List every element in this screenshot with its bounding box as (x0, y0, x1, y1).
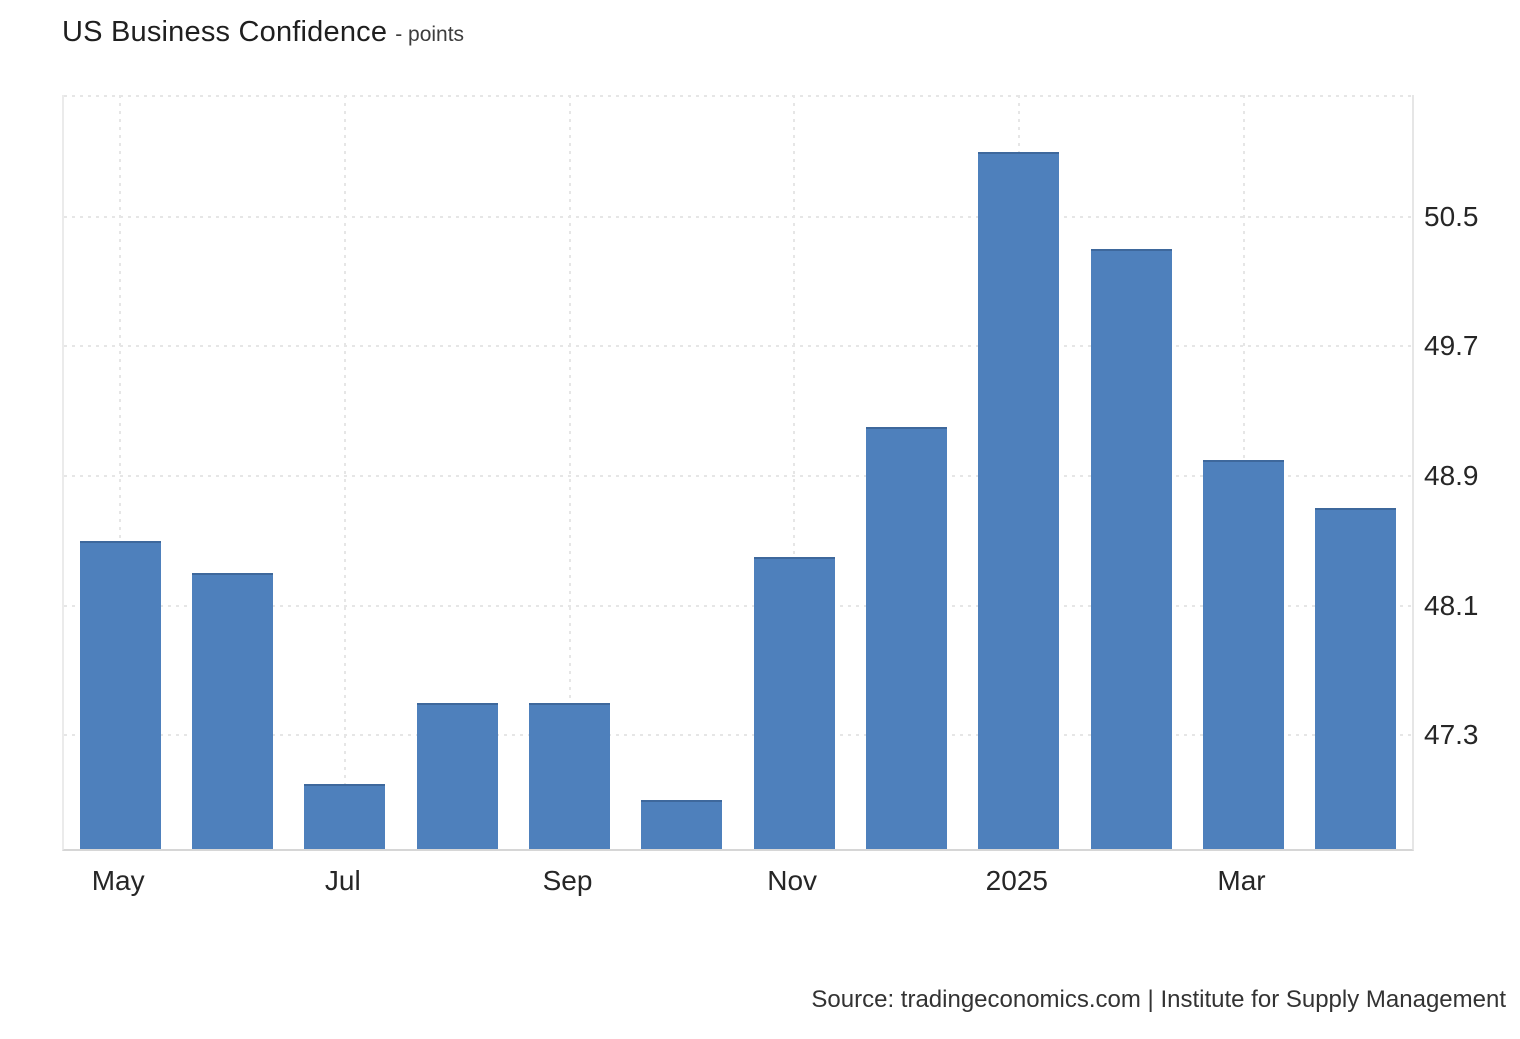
chart-header: US Business Confidence - points (62, 16, 464, 49)
gridline-horizontal (64, 475, 1412, 478)
gridline-vertical (568, 95, 571, 849)
y-axis-tick-label: 49.7 (1424, 330, 1479, 362)
x-axis-tick-label: Nov (767, 865, 818, 896)
gridline-horizontal (64, 215, 1412, 218)
chart-bar[interactable] (641, 800, 723, 849)
x-axis-tick-label: 2025 (985, 865, 1048, 896)
gridline-horizontal (64, 604, 1412, 607)
chart-title: US Business Confidence (62, 16, 388, 48)
source-attribution: Source: tradingeconomics.com | Institute… (811, 986, 1506, 1013)
plot-area[interactable] (62, 95, 1414, 851)
plot-top-border (64, 95, 1412, 97)
chart-bar[interactable] (416, 703, 498, 849)
chart-bar[interactable] (866, 427, 947, 849)
y-axis-tick-label: 48.9 (1424, 460, 1479, 492)
chart-bar[interactable] (304, 784, 386, 849)
x-axis-tick-label: Jul (324, 865, 361, 896)
y-axis-tick-label: 50.5 (1424, 200, 1479, 232)
chart-bar[interactable] (978, 151, 1060, 849)
chart-subtitle-units: - points (395, 23, 465, 46)
x-axis-tick-label: Sep (542, 865, 593, 896)
chart-bar[interactable] (529, 703, 610, 849)
chart-bar[interactable] (1203, 459, 1284, 849)
gridline-vertical (793, 95, 796, 849)
chart-bar[interactable] (1315, 508, 1397, 849)
chart-bar[interactable] (1090, 249, 1172, 849)
y-axis-tick-label: 48.1 (1424, 589, 1479, 621)
gridline-vertical (343, 95, 346, 849)
gridline-vertical (119, 95, 122, 849)
x-axis-tick-label: May (91, 865, 145, 896)
gridline-horizontal (64, 734, 1412, 737)
chart-bar[interactable] (753, 557, 835, 849)
chart-bar[interactable] (192, 573, 273, 849)
x-axis-tick-label: Mar (1217, 865, 1266, 896)
chart-bar[interactable] (79, 540, 161, 849)
y-axis-tick-label: 47.3 (1424, 719, 1479, 751)
gridline-horizontal (64, 345, 1412, 348)
